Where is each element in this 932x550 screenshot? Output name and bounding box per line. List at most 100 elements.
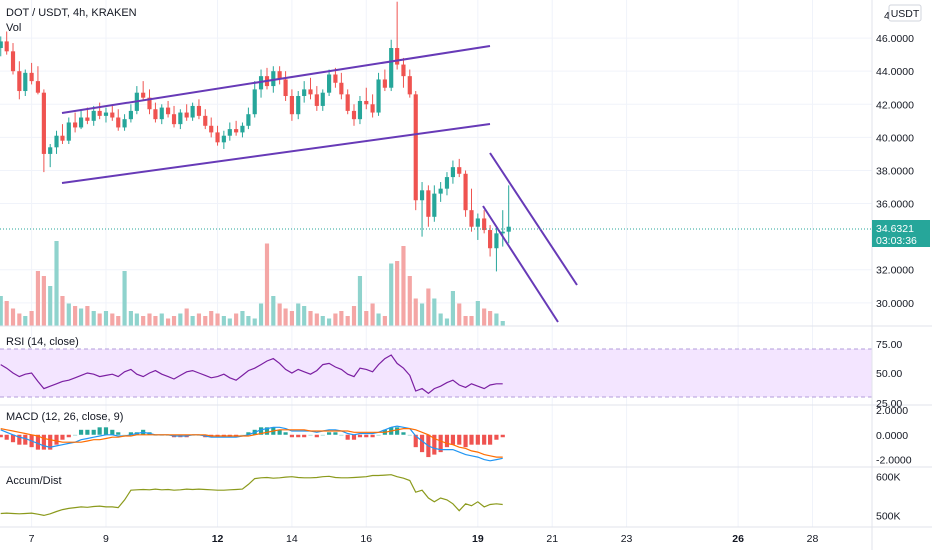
macd-histogram-bar xyxy=(122,434,127,436)
macd-histogram-bar xyxy=(457,434,462,445)
volume-bar xyxy=(382,316,387,326)
volume-bar xyxy=(234,313,239,326)
candle xyxy=(320,89,325,111)
volume-bar xyxy=(110,313,115,326)
macd-histogram-bar xyxy=(364,434,369,438)
volume-bar xyxy=(271,296,276,326)
candle xyxy=(10,43,16,75)
volume-bar xyxy=(419,303,425,326)
wedge-lower-line[interactable] xyxy=(482,205,559,323)
volume-bar xyxy=(147,313,152,326)
price-tick-label: 40.0000 xyxy=(876,132,914,144)
candle xyxy=(171,105,177,128)
macd-histogram-bar xyxy=(91,429,96,435)
volume-bar xyxy=(432,298,437,326)
macd-histogram-bar xyxy=(339,434,344,436)
volume-bar xyxy=(308,311,313,326)
volume-bar xyxy=(29,311,34,326)
candle xyxy=(209,117,214,138)
macd-histogram-bar xyxy=(333,432,338,435)
candle xyxy=(221,130,226,149)
time-tick-label: 28 xyxy=(807,533,819,545)
candle xyxy=(438,182,443,202)
volume-bar xyxy=(407,276,412,326)
candle xyxy=(252,81,257,118)
macd-tick-label: 0.0000 xyxy=(876,430,908,442)
time-tick-label: 12 xyxy=(212,533,224,545)
macd-histogram-bar xyxy=(128,432,133,435)
candle xyxy=(364,87,369,110)
candle xyxy=(506,185,511,244)
currency-badge[interactable]: USDT xyxy=(888,4,922,22)
candle xyxy=(147,89,152,115)
volume-bar xyxy=(264,243,270,326)
price-tick-label: 44.0000 xyxy=(876,66,914,78)
candle xyxy=(327,69,332,97)
macd-histogram-bar xyxy=(450,434,456,445)
candle xyxy=(54,130,59,154)
macd-histogram-bar xyxy=(376,434,381,436)
macd-histogram-bar xyxy=(314,434,319,438)
macd-histogram-bar xyxy=(85,429,90,435)
candle xyxy=(395,1,400,70)
volume-bar xyxy=(438,313,443,326)
candle xyxy=(308,77,313,100)
candle xyxy=(389,39,394,92)
volume-bar xyxy=(413,298,418,326)
macd-histogram-bar xyxy=(469,434,474,445)
macd-histogram-bar xyxy=(463,434,468,448)
volume-bar xyxy=(203,316,208,326)
volume-bar xyxy=(240,311,245,326)
volume-bar xyxy=(475,301,480,326)
macd-histogram-bar xyxy=(277,429,282,435)
macd-histogram-bar xyxy=(302,434,307,438)
candle xyxy=(488,225,493,257)
candlesticks xyxy=(0,1,511,272)
candle xyxy=(382,69,387,92)
volume-bar xyxy=(159,313,164,326)
upper-channel-line[interactable] xyxy=(61,45,491,114)
candle xyxy=(296,91,301,120)
candle xyxy=(246,107,251,130)
volume-bar xyxy=(91,311,96,326)
candle xyxy=(60,124,65,144)
volume-bar xyxy=(314,313,319,326)
time-axis[interactable]: 7 9 12 14 16 19 21 23 26 28 xyxy=(29,533,819,545)
candle xyxy=(240,122,245,138)
macd-histogram-bar xyxy=(444,434,450,448)
macd-histogram-bar xyxy=(0,434,3,438)
candle xyxy=(184,104,189,121)
candle xyxy=(283,71,288,101)
time-tick-label: 19 xyxy=(472,533,484,545)
candle xyxy=(463,170,468,217)
volume-bar xyxy=(184,308,189,326)
volume-bar xyxy=(165,318,171,326)
macd-histogram-bar xyxy=(488,434,493,445)
volume-bar xyxy=(60,296,65,326)
candle xyxy=(345,89,350,115)
lower-channel-line[interactable] xyxy=(61,123,491,184)
accum-tick-label: 500K xyxy=(876,510,901,522)
candle xyxy=(407,69,412,98)
volume-bar xyxy=(395,261,400,326)
macd-histogram-bar xyxy=(407,434,412,436)
candle xyxy=(85,107,90,125)
macd-pane xyxy=(0,425,505,462)
volume-bar xyxy=(457,303,462,326)
candle xyxy=(116,109,121,131)
candle xyxy=(469,188,474,232)
volume-bar xyxy=(401,246,406,326)
candle xyxy=(401,57,406,88)
time-tick-label: 16 xyxy=(360,533,372,545)
volume-bar xyxy=(289,311,294,326)
volume-bar xyxy=(171,316,177,326)
wedge-upper-line[interactable] xyxy=(489,152,578,286)
macd-histogram-bar xyxy=(97,427,102,435)
macd-histogram-bar xyxy=(401,432,406,435)
macd-histogram-bar xyxy=(48,434,53,450)
candle xyxy=(91,105,96,126)
volume-bar xyxy=(141,316,146,326)
price-axis[interactable]: 46.0000 44.0000 42.0000 40.0000 38.0000 36.00… xyxy=(876,33,914,522)
volume-bar xyxy=(345,316,350,326)
